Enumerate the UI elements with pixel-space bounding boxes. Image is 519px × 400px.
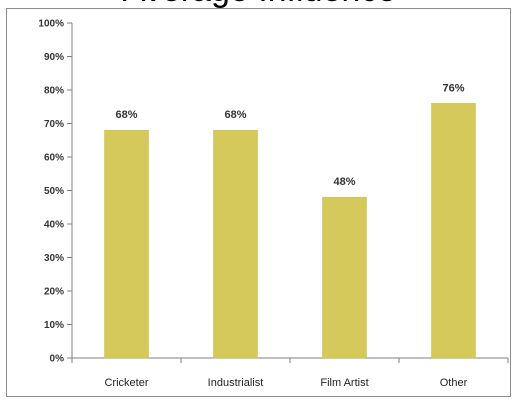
data-label: 76% [442,82,464,94]
bar [213,129,258,359]
data-label: 48% [333,176,355,188]
y-tick-label: 30% [44,253,64,264]
bar [431,103,476,359]
x-category-label: Cricketer [104,377,148,389]
y-tick-label: 10% [44,320,64,331]
y-tick-label: 90% [44,52,64,63]
y-tick-label: 50% [44,186,64,197]
x-category-label: Other [440,377,468,389]
chart-title: Average Influence [0,0,519,10]
x-category-label: Film Artist [320,377,368,389]
data-label: 68% [115,109,137,121]
bar [104,129,149,359]
y-tick-label: 20% [44,287,64,298]
y-tick-label: 70% [44,119,64,130]
y-tick-label: 40% [44,220,64,231]
y-tick-label: 60% [44,153,64,164]
y-tick-label: 0% [50,354,65,365]
chart-frame [6,8,511,397]
y-tick-label: 80% [44,86,64,97]
x-category-label: Industrialist [208,377,264,389]
y-tick-label: 100% [38,19,64,30]
data-label: 68% [224,109,246,121]
bar [322,196,367,359]
